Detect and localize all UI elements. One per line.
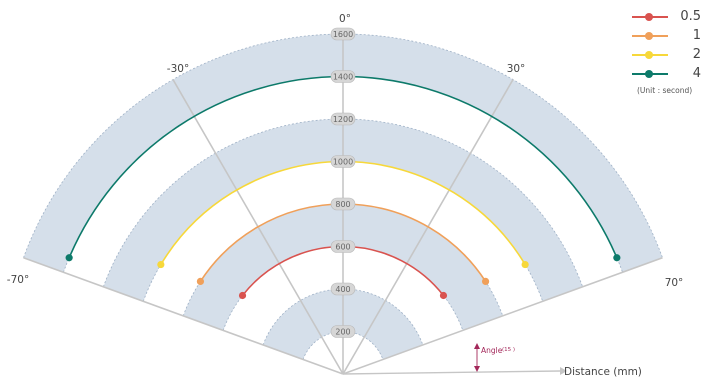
angle-tick-label-30: 30° [507,63,526,75]
legend-marker-swatch [645,32,653,40]
legend-label: 0.5 [680,9,701,24]
radial-tick-pill-1400 [330,70,356,83]
radial-tick-labels: 200 400 600 800 1000 1200 1400 1600 [330,27,356,338]
series-marker-0-0 [238,291,247,300]
series-marker-3-0 [65,254,73,262]
series-marker-2-0 [157,260,165,269]
angle-tick-label-70: 70° [665,277,684,289]
radial-tick-pill-800 [330,197,356,211]
series-marker-1-1 [481,277,490,286]
radial-tick-pill-600 [330,240,356,253]
angle-tick-label-0: 0° [339,13,351,25]
legend-marker-swatch [645,13,653,21]
legend-label: 1 [692,28,701,43]
angle-annotation-arrow-up [474,343,480,349]
legend-item-0: 0.5 [628,8,704,27]
legend-item-1: 1 [628,27,704,46]
distance-axis-line [342,370,561,375]
band-outer-edge-0 [262,288,424,346]
legend-marker-swatch [645,70,653,78]
radial-tick-pill-1000 [330,155,356,168]
distance-axis-arrowhead [560,367,567,375]
angle-annotation-arrow-down [474,366,480,372]
band-2 [103,118,583,302]
radial-tick-label-200: 200 [335,328,350,337]
radial-tick-label-1400: 1400 [333,73,353,82]
band-outer-edge-3 [23,33,663,258]
radial-tick-pill-400 [330,282,356,296]
angle-tick-label--70: -70° [7,274,29,286]
series-marker-2-1 [521,260,529,269]
radial-tick-label-1600: 1600 [333,30,353,39]
radial-tick-pill-1200 [330,112,356,126]
radial-tick-pill-1600 [330,27,356,41]
angle-tick-label--30: -30° [167,63,189,75]
band-3 [23,34,663,273]
legend-item-2: 2 [628,46,704,65]
legend-label: 2 [692,47,701,62]
radial-tick-label-600: 600 [335,243,350,252]
angle-annotation-value: (15 ) [502,347,515,353]
series-marker-3-1 [613,254,621,262]
legend-item-3: 4 [628,65,704,84]
band-inner-edge-0 [302,331,384,360]
series-marker-0-1 [439,291,448,300]
legend-unit-label: (Unit : second) [637,86,693,95]
radial-tick-label-800: 800 [335,200,350,209]
legend-label: 4 [692,66,701,81]
legend-marker-swatch [645,51,653,59]
angle-grid-lines: Distance (mm) [23,34,663,378]
legend: 0.5 1 2 4 (Unit : second) [628,8,704,95]
angle-line-70 [342,256,663,375]
distance-axis-label: Distance (mm) [564,366,642,378]
angle-annotation-label: Angle [481,346,503,355]
radial-tick-pill-200 [330,325,356,338]
radial-tick-label-1000: 1000 [333,158,353,167]
series-marker-1-0 [196,277,205,286]
angle-annotation: Angle (15 ) [474,343,515,372]
radial-tick-label-1200: 1200 [333,115,353,124]
angle-tick-labels: 0° -30° 30° -70° 70° [7,13,684,289]
angle-line--70 [23,256,344,375]
radial-tick-label-400: 400 [335,285,350,294]
